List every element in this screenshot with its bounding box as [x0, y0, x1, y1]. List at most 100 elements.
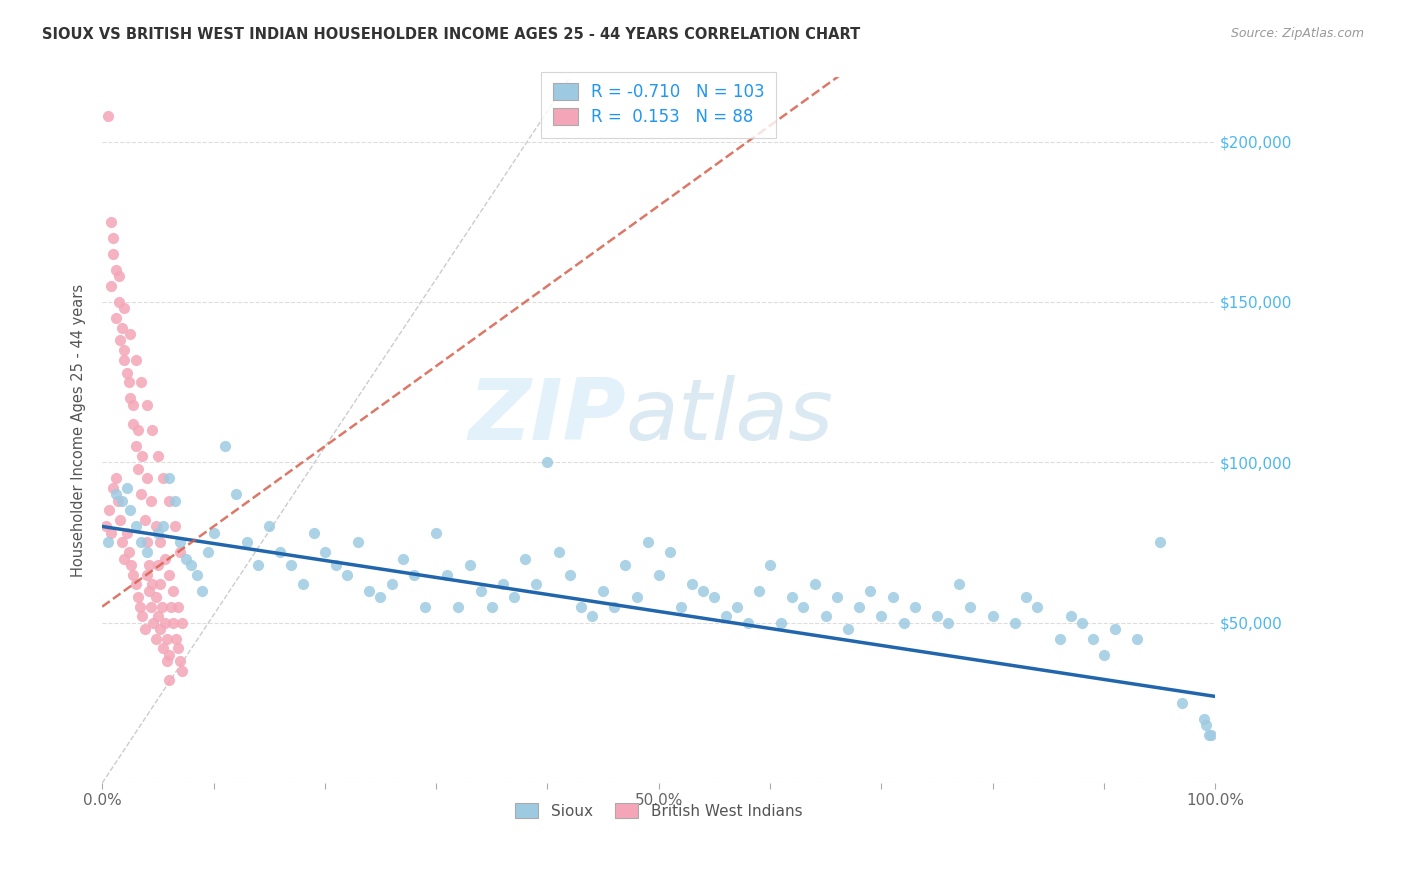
- Point: [150, 599, 173, 614]
- Point: [162, 615, 184, 630]
- Point: [127, 461, 149, 475]
- Point: [1026, 599, 1049, 614]
- Text: atlas: atlas: [626, 375, 834, 458]
- Point: [257, 519, 280, 533]
- Point: [581, 609, 603, 624]
- Point: [152, 641, 174, 656]
- Point: [134, 513, 156, 527]
- Point: [120, 558, 142, 572]
- Point: [202, 525, 225, 540]
- Point: [118, 391, 141, 405]
- Point: [108, 513, 131, 527]
- Point: [160, 599, 183, 614]
- Point: [748, 583, 770, 598]
- Point: [169, 535, 191, 549]
- Point: [157, 673, 180, 688]
- Point: [814, 609, 837, 624]
- Point: [134, 622, 156, 636]
- Point: [127, 590, 149, 604]
- Point: [108, 269, 131, 284]
- Point: [837, 622, 859, 636]
- Point: [481, 599, 503, 614]
- Point: [1059, 609, 1081, 624]
- Point: [104, 310, 127, 325]
- Point: [152, 471, 174, 485]
- Point: [108, 295, 131, 310]
- Point: [302, 525, 325, 540]
- Point: [104, 471, 127, 485]
- Point: [1104, 622, 1126, 636]
- Legend: Sioux, British West Indians: Sioux, British West Indians: [509, 797, 808, 825]
- Point: [156, 654, 179, 668]
- Point: [759, 558, 782, 572]
- Point: [141, 599, 163, 614]
- Point: [191, 583, 214, 598]
- Point: [681, 577, 703, 591]
- Point: [145, 519, 167, 533]
- Point: [186, 567, 208, 582]
- Point: [859, 583, 882, 598]
- Point: [142, 615, 165, 630]
- Point: [893, 615, 915, 630]
- Point: [135, 535, 157, 549]
- Point: [103, 481, 125, 495]
- Point: [135, 545, 157, 559]
- Point: [100, 525, 122, 540]
- Point: [524, 577, 547, 591]
- Point: [172, 664, 194, 678]
- Point: [167, 641, 190, 656]
- Point: [1195, 718, 1218, 732]
- Point: [145, 632, 167, 646]
- Point: [103, 247, 125, 261]
- Point: [214, 439, 236, 453]
- Point: [114, 352, 136, 367]
- Point: [1171, 696, 1194, 710]
- Point: [131, 449, 153, 463]
- Point: [948, 577, 970, 591]
- Point: [280, 558, 302, 572]
- Point: [882, 590, 904, 604]
- Point: [870, 609, 893, 624]
- Point: [825, 590, 848, 604]
- Point: [115, 525, 138, 540]
- Point: [569, 599, 592, 614]
- Point: [458, 558, 481, 572]
- Point: [111, 535, 134, 549]
- Point: [146, 525, 169, 540]
- Point: [1198, 728, 1220, 742]
- Point: [129, 535, 152, 549]
- Point: [725, 599, 748, 614]
- Point: [124, 577, 146, 591]
- Point: [1070, 615, 1092, 630]
- Point: [124, 439, 146, 453]
- Point: [1199, 728, 1222, 742]
- Point: [141, 423, 163, 437]
- Point: [103, 231, 125, 245]
- Point: [118, 326, 141, 341]
- Point: [703, 590, 725, 604]
- Point: [135, 398, 157, 412]
- Point: [129, 487, 152, 501]
- Point: [425, 525, 447, 540]
- Point: [648, 567, 671, 582]
- Point: [447, 599, 470, 614]
- Point: [770, 615, 793, 630]
- Point: [925, 609, 948, 624]
- Point: [592, 583, 614, 598]
- Point: [174, 551, 197, 566]
- Point: [104, 263, 127, 277]
- Point: [492, 577, 515, 591]
- Point: [157, 648, 180, 662]
- Point: [172, 615, 194, 630]
- Y-axis label: Householder Income Ages 25 - 44 years: Householder Income Ages 25 - 44 years: [72, 284, 86, 577]
- Point: [1081, 632, 1104, 646]
- Point: [97, 109, 120, 123]
- Point: [94, 519, 117, 533]
- Point: [141, 493, 163, 508]
- Point: [157, 471, 180, 485]
- Point: [603, 599, 626, 614]
- Point: [714, 609, 737, 624]
- Point: [381, 577, 404, 591]
- Point: [157, 567, 180, 582]
- Point: [558, 567, 581, 582]
